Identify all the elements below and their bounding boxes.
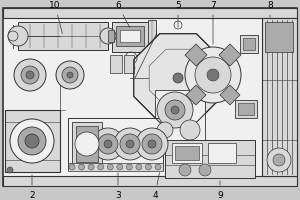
Circle shape	[126, 164, 132, 170]
Circle shape	[179, 164, 191, 176]
Circle shape	[21, 66, 39, 84]
Text: 10: 10	[49, 0, 62, 33]
Circle shape	[165, 100, 185, 120]
Bar	[3, 8, 297, 186]
Circle shape	[114, 128, 146, 160]
Bar	[76, 126, 98, 162]
Circle shape	[56, 61, 84, 89]
Circle shape	[120, 134, 140, 154]
Circle shape	[8, 26, 28, 46]
Circle shape	[75, 132, 99, 156]
Circle shape	[171, 106, 179, 114]
Circle shape	[199, 164, 211, 176]
Polygon shape	[185, 44, 207, 66]
Circle shape	[136, 164, 142, 170]
Circle shape	[157, 122, 173, 138]
Circle shape	[88, 164, 94, 170]
Circle shape	[117, 164, 123, 170]
Circle shape	[173, 73, 183, 83]
Circle shape	[100, 28, 116, 44]
Text: 7: 7	[210, 0, 216, 44]
Circle shape	[155, 164, 161, 170]
Bar	[124, 55, 134, 73]
Bar	[172, 143, 202, 163]
Circle shape	[25, 134, 39, 148]
Text: 5: 5	[175, 0, 181, 27]
Circle shape	[62, 67, 78, 83]
Text: 6: 6	[115, 0, 130, 28]
Text: 2: 2	[29, 175, 35, 200]
Circle shape	[127, 64, 135, 72]
Bar	[238, 103, 254, 115]
Circle shape	[148, 140, 156, 148]
Circle shape	[180, 120, 200, 140]
Circle shape	[142, 134, 162, 154]
Circle shape	[69, 164, 75, 170]
Circle shape	[267, 148, 291, 172]
Bar	[5, 110, 60, 172]
Bar	[240, 35, 258, 53]
Bar	[18, 22, 108, 50]
Polygon shape	[134, 34, 222, 122]
Bar	[3, 176, 297, 186]
Circle shape	[98, 134, 118, 154]
Bar	[148, 20, 156, 105]
Polygon shape	[219, 44, 241, 66]
Bar	[3, 8, 297, 18]
Bar	[262, 18, 297, 176]
Circle shape	[8, 31, 18, 41]
Circle shape	[18, 127, 46, 155]
Text: 4: 4	[152, 173, 160, 200]
Circle shape	[26, 71, 34, 79]
Bar	[175, 146, 199, 160]
Text: 3: 3	[115, 173, 121, 200]
Bar	[120, 30, 140, 42]
Bar	[116, 26, 144, 46]
Circle shape	[185, 47, 241, 103]
Bar	[110, 55, 122, 73]
Circle shape	[14, 59, 46, 91]
Circle shape	[146, 164, 152, 170]
Bar	[235, 100, 257, 118]
Circle shape	[67, 72, 73, 78]
Circle shape	[10, 119, 54, 163]
Bar	[108, 30, 114, 42]
Circle shape	[157, 92, 193, 128]
Circle shape	[104, 140, 112, 148]
Text: 9: 9	[217, 181, 223, 200]
Bar	[165, 140, 255, 178]
Bar	[72, 122, 102, 166]
Bar	[243, 38, 255, 50]
Circle shape	[107, 164, 113, 170]
Circle shape	[92, 128, 124, 160]
Circle shape	[207, 69, 219, 81]
Circle shape	[136, 128, 168, 160]
Bar	[112, 22, 150, 52]
Polygon shape	[220, 85, 240, 105]
Circle shape	[79, 164, 85, 170]
Bar	[68, 118, 163, 170]
Circle shape	[273, 154, 285, 166]
Bar	[208, 143, 236, 163]
Circle shape	[195, 57, 231, 93]
Bar	[265, 22, 293, 52]
Bar	[155, 90, 205, 145]
Polygon shape	[186, 85, 206, 105]
Text: 8: 8	[267, 0, 273, 17]
Circle shape	[98, 164, 104, 170]
Circle shape	[126, 140, 134, 148]
Bar	[68, 163, 163, 171]
Circle shape	[7, 167, 13, 173]
